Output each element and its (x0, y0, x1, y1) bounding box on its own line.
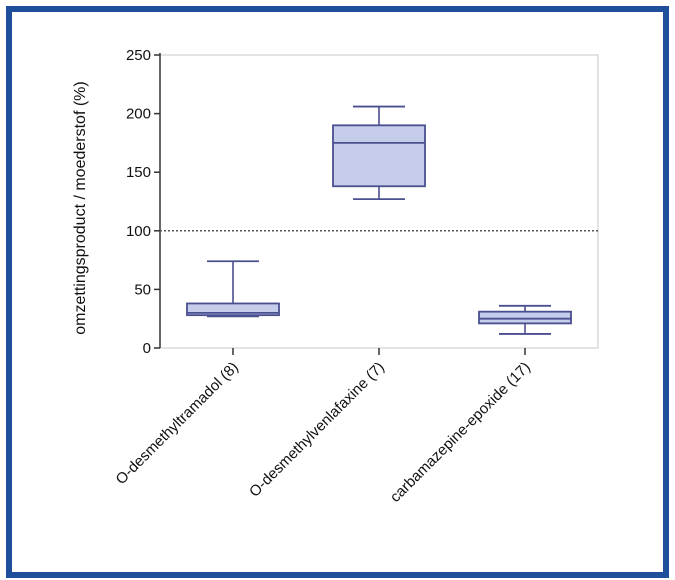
y-tick-label: 150 (126, 164, 151, 181)
y-tick-label: 100 (126, 223, 151, 240)
x-category-label: carbamazepine-epoxide (17) (387, 359, 534, 506)
x-category-label: O-desmethyltramadol (8) (113, 359, 242, 488)
box-iqr (186, 302, 280, 317)
y-tick-label: 0 (143, 340, 151, 357)
box-iqr (478, 310, 572, 325)
y-axis-label: omzettingsproduct / moederstof (%) (72, 81, 89, 334)
y-tick-label: 250 (126, 47, 151, 64)
y-tick-label: 50 (134, 281, 151, 298)
plot-area: 0 50 100 150 200 250 O-desmethyltramadol (8) O-… (113, 47, 599, 506)
figure-frame (6, 6, 669, 578)
x-category-label: O-desmethylvenlafaxine (7) (246, 359, 388, 501)
y-tick-label: 200 (126, 106, 151, 123)
box-iqr (332, 124, 426, 188)
